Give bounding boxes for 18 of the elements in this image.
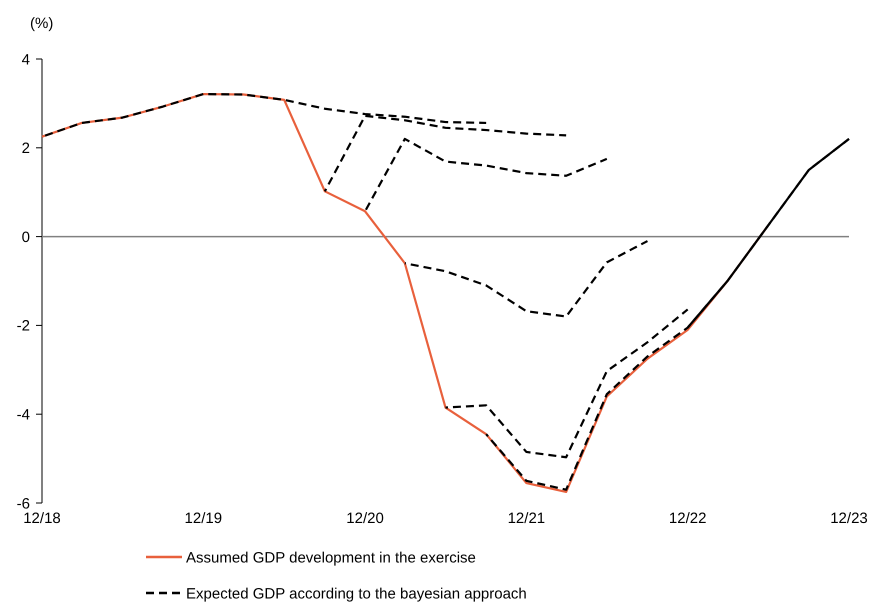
y-axis-title: (%) [30, 15, 54, 32]
line-series [364, 138, 608, 212]
legend-label: Expected GDP according to the bayesian approach [186, 585, 527, 602]
line-series [404, 240, 649, 318]
y-tick-label: -6 [16, 495, 30, 512]
legend-label: Assumed GDP development in the exercise [186, 549, 476, 566]
y-tick-label: 0 [22, 228, 30, 246]
y-tick-label: 4 [22, 51, 30, 68]
x-tick-label: 12/19 [184, 510, 222, 527]
x-tick-label: 12/20 [346, 510, 384, 527]
y-tick-label: -4 [16, 406, 30, 424]
y-tick-label: -2 [16, 318, 30, 335]
x-tick-label: 12/21 [508, 510, 546, 527]
x-tick-label: 12/22 [668, 510, 706, 527]
line-series [444, 308, 689, 458]
x-tick-label: 12/18 [23, 510, 61, 527]
x-tick-label: 12/23 [830, 510, 868, 527]
y-tick-label: 2 [22, 140, 30, 158]
